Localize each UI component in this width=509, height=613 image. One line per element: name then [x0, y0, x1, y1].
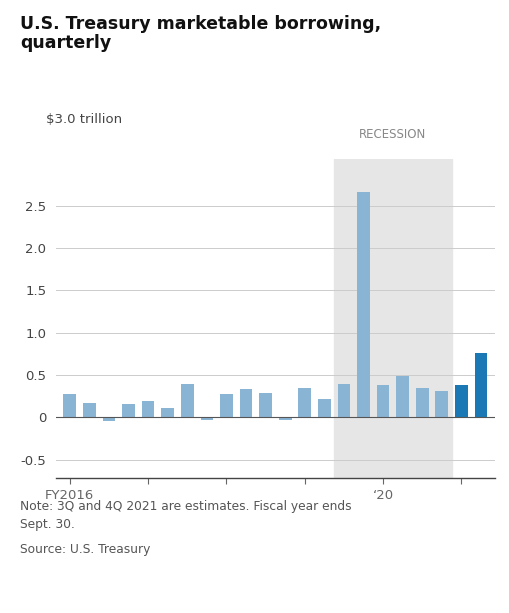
Bar — [200, 417, 213, 420]
Bar — [102, 417, 115, 421]
Text: Source: U.S. Treasury: Source: U.S. Treasury — [20, 543, 151, 555]
Text: U.S. Treasury marketable borrowing,: U.S. Treasury marketable borrowing, — [20, 15, 381, 33]
Text: $3.0 trillion: $3.0 trillion — [46, 113, 122, 126]
Bar — [122, 404, 135, 417]
Bar — [298, 387, 310, 417]
Bar — [395, 376, 408, 417]
Bar — [333, 159, 451, 478]
Bar — [259, 393, 271, 417]
Bar — [474, 353, 487, 417]
Bar — [356, 191, 369, 417]
Bar — [318, 398, 330, 417]
Bar — [239, 389, 252, 417]
Bar — [181, 384, 193, 417]
Bar — [161, 408, 174, 417]
Bar — [415, 387, 428, 417]
Bar — [278, 417, 291, 420]
Bar — [435, 391, 447, 417]
Bar — [63, 394, 76, 417]
Text: Note: 3Q and 4Q 2021 are estimates. Fiscal year ends
Sept. 30.: Note: 3Q and 4Q 2021 are estimates. Fisc… — [20, 500, 351, 531]
Bar — [376, 385, 389, 417]
Text: RECESSION: RECESSION — [358, 128, 426, 141]
Bar — [454, 385, 467, 417]
Text: quarterly: quarterly — [20, 34, 111, 51]
Bar — [83, 403, 96, 417]
Bar — [220, 394, 232, 417]
Bar — [142, 401, 154, 417]
Bar — [337, 384, 350, 417]
